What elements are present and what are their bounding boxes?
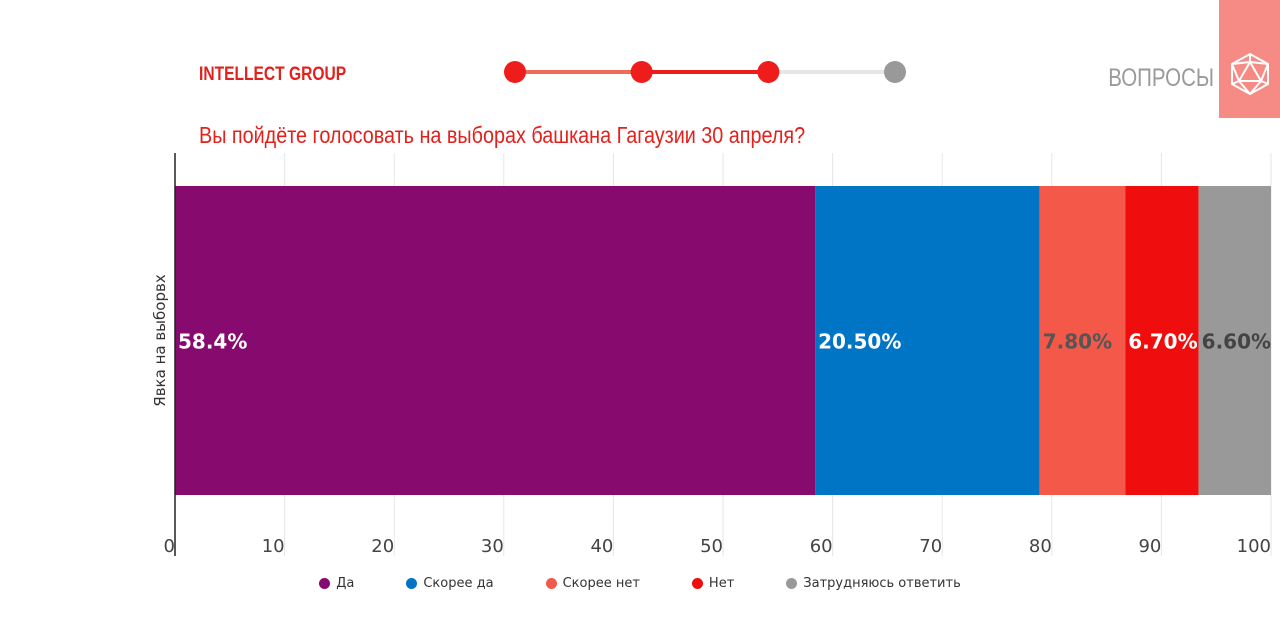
legend-label: Нет <box>708 576 735 591</box>
section-label: ВОПРОСЫ <box>1108 64 1214 92</box>
legend-swatch <box>406 578 418 589</box>
chart-legend: Да Скорее да Скорее нет Нет Затрудняюсь отве… <box>0 576 1280 591</box>
bar-segment <box>1039 186 1126 495</box>
progress-step-dot[interactable] <box>630 61 653 83</box>
data-label: 58.4% <box>178 330 247 354</box>
progress-step-dot[interactable] <box>757 61 780 83</box>
legend-item: Да <box>319 576 354 591</box>
x-tick-label: 100 <box>1237 536 1271 557</box>
x-tick-label: 70 <box>919 536 942 557</box>
legend-item: Скорее да <box>368 576 494 591</box>
x-tick-label: 30 <box>481 536 504 557</box>
progress-step-dot[interactable] <box>884 61 906 83</box>
chart-title: Вы пойдёте голосовать на выборах башкана… <box>199 122 806 148</box>
data-label: 6.70% <box>1128 330 1197 354</box>
data-label: 7.80% <box>1043 330 1112 354</box>
legend-swatch <box>545 578 557 589</box>
legend-label: Скорее нет <box>562 576 640 591</box>
x-tick-label: 0 <box>164 536 175 557</box>
legend-item: Нет <box>654 576 734 591</box>
legend-item: Затрудняюсь ответить <box>748 576 961 591</box>
progress-step-dot[interactable] <box>504 61 526 83</box>
legend-label: Скорее да <box>423 576 494 591</box>
x-tick-label: 40 <box>590 536 613 557</box>
data-label: 6.60% <box>1202 330 1271 354</box>
legend-swatch <box>786 578 798 589</box>
x-tick-label: 50 <box>700 536 723 557</box>
bar-segment <box>815 186 1040 495</box>
y-axis-label: Явка на выборвх <box>151 274 169 407</box>
x-tick-label: 80 <box>1029 536 1052 557</box>
x-tick-label: 10 <box>262 536 285 557</box>
stacked-bar-chart: 58.4% 20.50% 7.80% 6.70% 6.60% 0 10 20 30 40 50 60… <box>151 153 1272 557</box>
x-tick-label: 90 <box>1138 536 1161 557</box>
data-label: 20.50% <box>818 330 901 354</box>
legend-swatch <box>319 578 331 589</box>
x-tick-label: 20 <box>371 536 394 557</box>
legend-label: Затрудняюсь ответить <box>803 576 961 591</box>
legend-swatch <box>691 578 703 589</box>
legend-item: Скорее нет <box>508 576 640 591</box>
bar-segment <box>175 186 816 495</box>
corner-box <box>1219 0 1280 118</box>
x-tick-label: 60 <box>810 536 833 557</box>
bar-segment <box>1198 186 1271 495</box>
bar-segment <box>1125 186 1199 495</box>
legend-label: Да <box>336 576 355 591</box>
brand-logo-text: INTELLECT GROUP <box>199 64 347 85</box>
d20-dice-icon <box>1231 53 1269 95</box>
